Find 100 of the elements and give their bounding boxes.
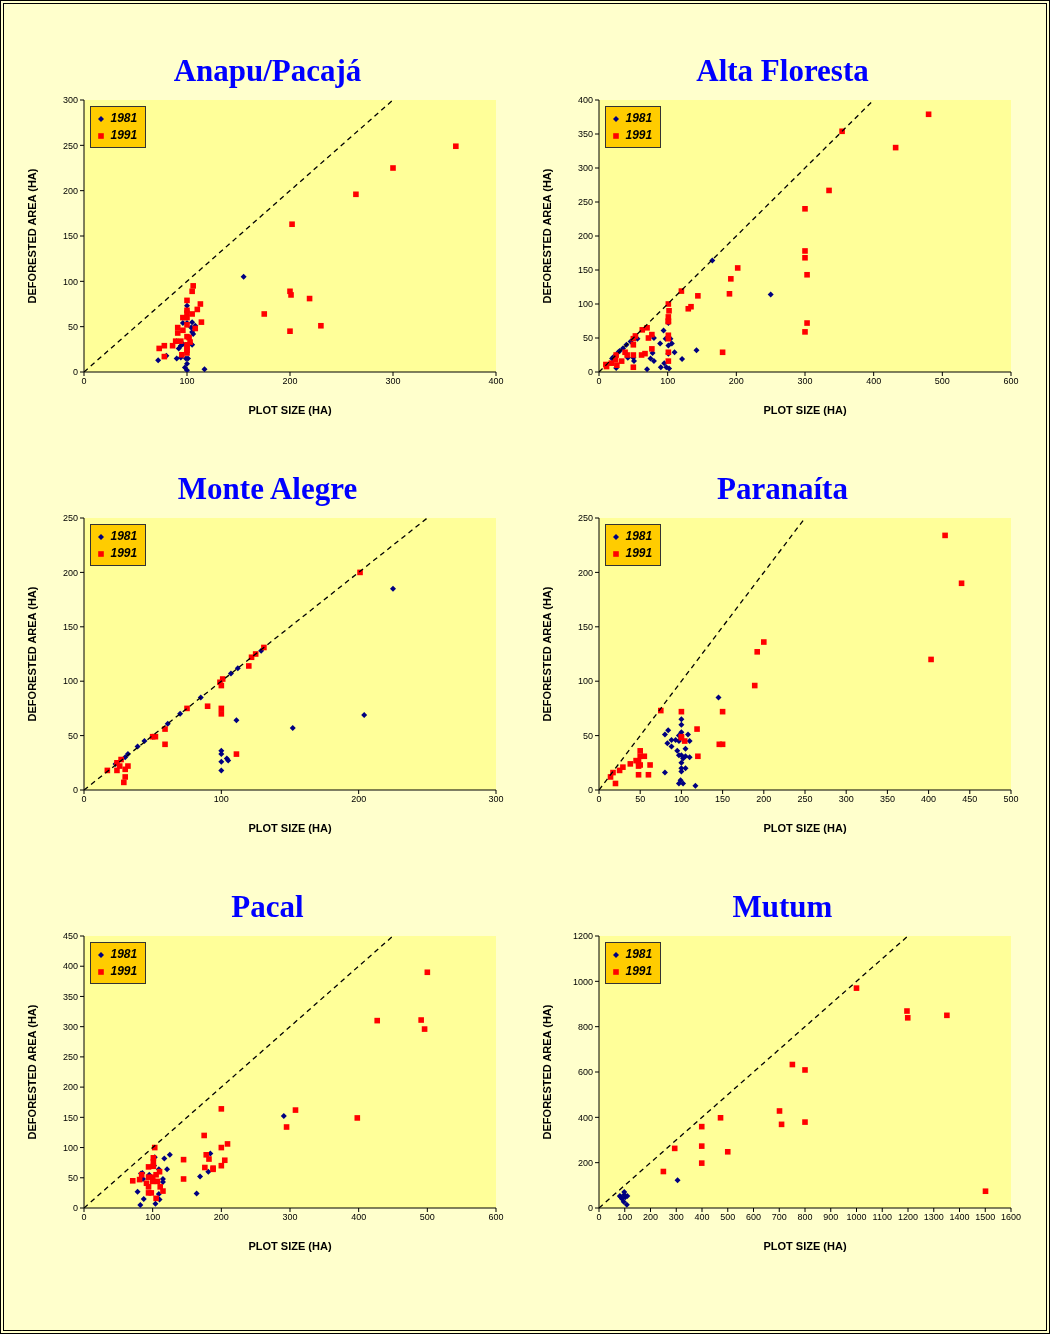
y-tick-label: 200 — [62, 567, 78, 578]
y-tick-label: 50 — [67, 1172, 78, 1183]
x-tick-label: 1100 — [872, 1212, 892, 1223]
y-tick-label: 100 — [62, 276, 78, 287]
chart-title: Anapu/Pacajá — [173, 52, 362, 90]
x-tick-label: 500 — [1002, 794, 1019, 805]
chart-title: Mutum — [732, 888, 833, 926]
legend-label: 1991 — [625, 127, 653, 144]
y-tick-label: 800 — [577, 1021, 593, 1032]
y-tick-label: 300 — [62, 1021, 78, 1032]
x-tick-label: 300 — [838, 794, 854, 805]
y-tick-label: 0 — [72, 1203, 78, 1214]
y-tick-label: 150 — [62, 621, 78, 632]
x-tick-label: 500 — [934, 376, 950, 387]
x-axis-title: PLOT SIZE (HA) — [762, 403, 847, 416]
y-tick-label: 50 — [67, 321, 78, 332]
x-tick-label: 1000 — [845, 1212, 867, 1223]
x-tick-label: 800 — [796, 1212, 813, 1223]
x-tick-label: 0 — [80, 376, 87, 387]
x-tick-label: 200 — [755, 794, 771, 805]
x-tick-label: 250 — [796, 794, 813, 805]
x-tick-label: 100 — [616, 1212, 632, 1223]
y-tick-label: 100 — [62, 1142, 78, 1153]
x-tick-label: 450 — [961, 794, 977, 805]
y-tick-label: 600 — [577, 1067, 593, 1078]
chart-title: Alta Floresta — [696, 52, 869, 90]
x-tick-label: 0 — [80, 1212, 87, 1223]
legend-label: 1981 — [625, 110, 653, 127]
x-tick-label: 1200 — [897, 1212, 918, 1223]
x-tick-label: 200 — [642, 1212, 658, 1223]
x-axis-title: PLOT SIZE (HA) — [247, 403, 332, 416]
x-tick-label: 600 — [1002, 376, 1019, 387]
y-tick-label: 200 — [577, 231, 593, 242]
y-tick-label: 0 — [72, 367, 78, 378]
x-tick-label: 700 — [771, 1212, 787, 1223]
y-tick-label: 400 — [62, 961, 78, 972]
legend-label: 1981 — [110, 110, 138, 127]
chart-title: Monte Alegre — [177, 470, 358, 508]
legend-label: 1981 — [110, 946, 138, 963]
y-tick-label: 150 — [62, 231, 78, 242]
x-tick-label: 350 — [879, 794, 895, 805]
y-tick-label: 250 — [62, 513, 78, 524]
y-axis-title: DEFORESTED AREA (HA) — [540, 1004, 553, 1140]
x-tick-label: 0 — [595, 1212, 602, 1223]
y-tick-label: 150 — [577, 265, 593, 276]
y-tick-label: 200 — [62, 185, 78, 196]
x-tick-label: 900 — [822, 1212, 838, 1223]
y-tick-label: 1200 — [572, 931, 593, 942]
y-tick-label: 100 — [577, 676, 593, 687]
x-axis-title: PLOT SIZE (HA) — [762, 821, 847, 834]
x-tick-label: 600 — [487, 1212, 504, 1223]
y-tick-label: 450 — [62, 931, 78, 942]
chart-title: Pacal — [231, 888, 304, 926]
y-tick-label: 400 — [577, 1112, 593, 1123]
x-tick-label: 300 — [796, 376, 813, 387]
chart-title: Paranaíta — [717, 470, 848, 508]
x-tick-label: 0 — [595, 794, 602, 805]
y-tick-label: 250 — [62, 1052, 78, 1063]
legend-label: 1991 — [625, 545, 653, 562]
y-tick-label: 250 — [577, 513, 593, 524]
y-axis-title: DEFORESTED AREA (HA) — [540, 168, 553, 304]
y-tick-label: 0 — [587, 367, 593, 378]
x-tick-label: 1400 — [948, 1212, 970, 1223]
x-tick-label: 100 — [673, 794, 689, 805]
y-tick-label: 250 — [577, 197, 593, 208]
y-tick-label: 0 — [72, 785, 78, 796]
x-tick-label: 100 — [213, 794, 229, 805]
x-tick-label: 300 — [487, 794, 504, 805]
y-tick-label: 150 — [577, 621, 593, 632]
x-tick-label: 400 — [920, 794, 936, 805]
x-axis-title: PLOT SIZE (HA) — [247, 1239, 332, 1252]
y-axis-title: DEFORESTED AREA (HA) — [25, 1004, 38, 1140]
x-axis-title: PLOT SIZE (HA) — [762, 1239, 847, 1252]
legend-label: 1981 — [110, 528, 138, 545]
y-tick-label: 200 — [577, 1157, 593, 1168]
x-tick-label: 400 — [487, 376, 504, 387]
x-tick-label: 1500 — [974, 1212, 995, 1223]
y-tick-label: 50 — [582, 730, 593, 741]
x-tick-label: 600 — [745, 1212, 761, 1223]
y-tick-label: 400 — [577, 95, 593, 106]
y-tick-label: 50 — [582, 333, 593, 344]
x-axis-title: PLOT SIZE (HA) — [247, 821, 332, 834]
x-tick-label: 100 — [659, 376, 675, 387]
x-tick-label: 100 — [178, 376, 195, 387]
y-tick-label: 200 — [62, 1082, 78, 1093]
legend-label: 1991 — [110, 545, 138, 562]
legend-label: 1991 — [110, 963, 138, 980]
y-tick-label: 250 — [62, 140, 78, 151]
y-tick-label: 100 — [62, 676, 78, 687]
x-tick-label: 300 — [281, 1212, 298, 1223]
y-axis-title: DEFORESTED AREA (HA) — [25, 586, 38, 722]
x-tick-label: 0 — [595, 376, 602, 387]
legend-label: 1991 — [110, 127, 138, 144]
x-tick-label: 50 — [634, 794, 645, 805]
y-tick-label: 200 — [577, 567, 593, 578]
legend-label: 1981 — [625, 528, 653, 545]
x-tick-label: 300 — [384, 376, 401, 387]
y-axis-title: DEFORESTED AREA (HA) — [540, 586, 553, 722]
legend-label: 1981 — [625, 946, 653, 963]
y-tick-label: 50 — [67, 730, 78, 741]
